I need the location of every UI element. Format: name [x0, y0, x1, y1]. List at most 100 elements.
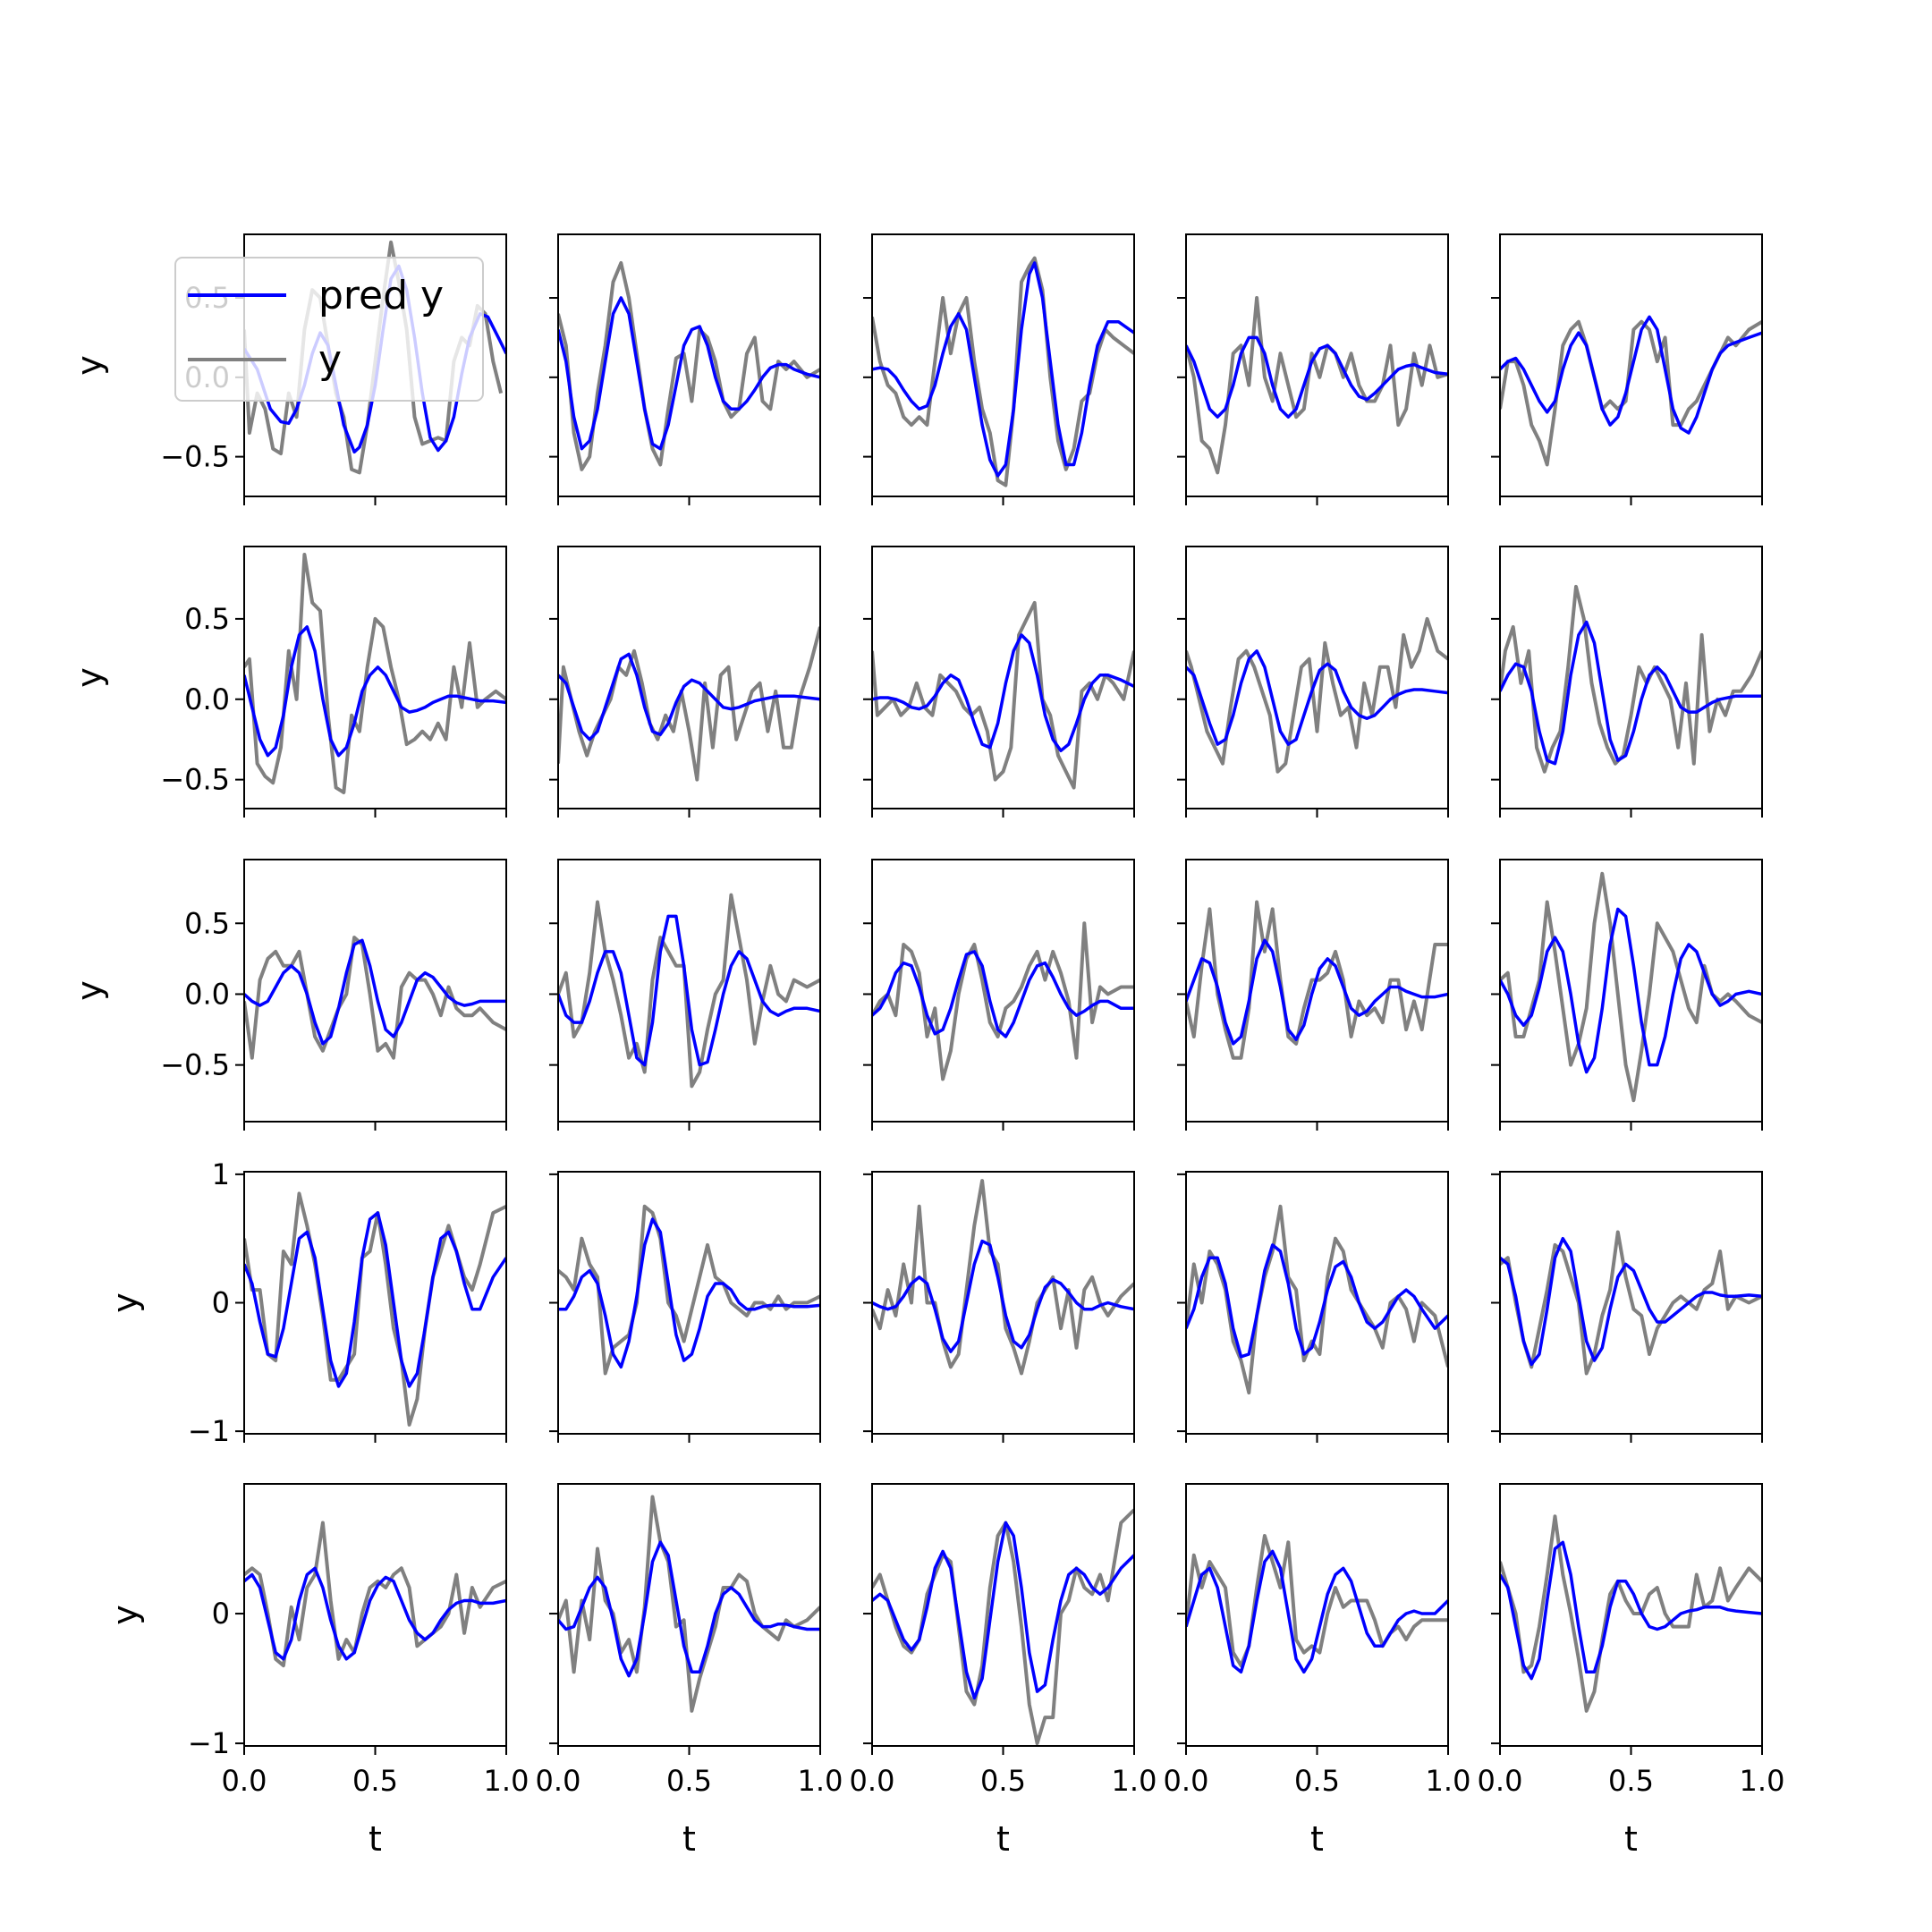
panel-series: [558, 1204, 820, 1376]
panel-series: [1186, 1204, 1448, 1394]
series-line-pred-y: [1186, 649, 1448, 746]
series-line-pred-y: [1186, 1549, 1448, 1674]
x-tick-label: 1.0: [798, 1764, 843, 1798]
legend-label-obs: y: [318, 337, 342, 383]
x-tick-label: 1.0: [1426, 1764, 1471, 1798]
panel-r2-c2: [549, 546, 821, 818]
x-tick-label: 1.0: [484, 1764, 530, 1798]
y-axis-label: y: [70, 667, 109, 688]
panel-r4-c4: [1177, 1171, 1449, 1443]
series-line-y: [1186, 1534, 1448, 1668]
x-axis-label: t: [1624, 1819, 1638, 1859]
panel-r2-c4: [1177, 546, 1449, 818]
panel-r3-c1: −0.5 0.0 0.5 y: [70, 859, 507, 1131]
panel-series: [872, 921, 1134, 1081]
series-line-pred-y: [244, 1211, 506, 1388]
panel-series: [1500, 584, 1762, 774]
series-line-pred-y: [1186, 335, 1448, 419]
panel-series: [244, 553, 506, 794]
series-line-y: [872, 600, 1134, 790]
x-axis-label: t: [682, 1819, 696, 1859]
series-line-pred-y: [1186, 1243, 1448, 1359]
y-tick-label: 0: [212, 1286, 230, 1320]
y-tick-label: 0: [212, 1597, 230, 1631]
panel-series: [558, 626, 820, 782]
x-tick-label: 0.0: [1164, 1764, 1209, 1798]
x-axis-label: t: [996, 1819, 1010, 1859]
series-line-y: [1186, 900, 1448, 1060]
panel-series: [244, 936, 506, 1060]
panel-series: [872, 256, 1134, 487]
series-line-pred-y: [558, 652, 820, 741]
x-tick-label: 0.0: [850, 1764, 895, 1798]
panel-series: [1186, 296, 1448, 475]
panel-series: [872, 1179, 1134, 1376]
x-tick-label: 0.0: [1478, 1764, 1523, 1798]
panel-series: [872, 1508, 1134, 1746]
y-tick-label: 0.5: [184, 906, 230, 940]
y-axis-label: y: [106, 1292, 145, 1313]
y-tick-label: 0.5: [184, 602, 230, 636]
y-tick-label: −0.5: [160, 763, 230, 797]
panel-r1-c4: [1177, 233, 1449, 505]
panel-r5-c5: 0.0 0.5 1.0 t: [1478, 1483, 1784, 1859]
x-tick-label: 0.5: [980, 1764, 1026, 1798]
panel-series: [1500, 1230, 1762, 1376]
panel-r2-c5: [1491, 546, 1763, 818]
panel-r4-c1: −1 0 1 y: [106, 1157, 507, 1448]
x-tick-label: 0.0: [222, 1764, 267, 1798]
series-line-pred-y: [872, 1239, 1134, 1353]
panel-r1-c5: [1491, 233, 1763, 505]
panel-series: [558, 1495, 820, 1713]
series-line-pred-y: [1500, 620, 1762, 766]
x-axis-label: t: [1310, 1819, 1324, 1859]
y-axis-label: y: [106, 1605, 145, 1625]
y-tick-label: 0.0: [184, 682, 230, 716]
panel-series: [1500, 1514, 1762, 1713]
panel-r2-c1: −0.5 0.0 0.5 y: [70, 546, 507, 818]
panel-series: [1186, 1534, 1448, 1674]
x-tick-label: 0.5: [666, 1764, 712, 1798]
series-line-pred-y: [1500, 1540, 1762, 1681]
panel-r1-c3: [863, 233, 1135, 505]
panel-series: [244, 1191, 506, 1427]
x-tick-label: 0.0: [536, 1764, 581, 1798]
y-tick-label: −0.5: [160, 1048, 230, 1082]
panel-series: [1500, 315, 1762, 467]
series-line-pred-y: [558, 296, 820, 451]
series-line-y: [872, 256, 1134, 487]
series-line-y: [872, 1179, 1134, 1376]
y-tick-label: −0.5: [160, 440, 230, 474]
panel-r5-c2: 0.0 0.5 1.0 t: [536, 1483, 843, 1859]
panel-series: [558, 893, 820, 1089]
legend-label-pred: pred y: [318, 273, 444, 318]
series-line-pred-y: [244, 938, 506, 1046]
series-line-pred-y: [872, 261, 1134, 478]
panel-series: [558, 261, 820, 471]
series-line-pred-y: [558, 1540, 820, 1678]
series-line-pred-y: [1186, 938, 1448, 1046]
y-tick-label: 1: [212, 1157, 230, 1191]
panel-series: [1500, 871, 1762, 1103]
panel-r5-c4: 0.0 0.5 1.0 t: [1164, 1483, 1471, 1859]
series-line-y: [558, 1495, 820, 1713]
series-line-pred-y: [558, 914, 820, 1067]
y-tick-label: −1: [188, 1726, 230, 1760]
series-line-pred-y: [1500, 907, 1762, 1074]
series-line-pred-y: [558, 1217, 820, 1369]
y-tick-label: 0.0: [184, 977, 230, 1011]
panel-r4-c3: [863, 1171, 1135, 1443]
panel-r3-c5: [1491, 859, 1763, 1131]
series-line-y: [1500, 1230, 1762, 1376]
y-tick-label: −1: [188, 1414, 230, 1448]
series-line-pred-y: [872, 633, 1134, 753]
panel-r3-c2: [549, 859, 821, 1131]
series-line-pred-y: [244, 625, 506, 758]
series-line-y: [1500, 584, 1762, 774]
panel-series: [872, 600, 1134, 790]
y-axis-label: y: [70, 355, 109, 376]
x-axis-label: t: [369, 1819, 382, 1859]
panel-r4-c5: [1491, 1171, 1763, 1443]
x-tick-label: 1.0: [1112, 1764, 1157, 1798]
